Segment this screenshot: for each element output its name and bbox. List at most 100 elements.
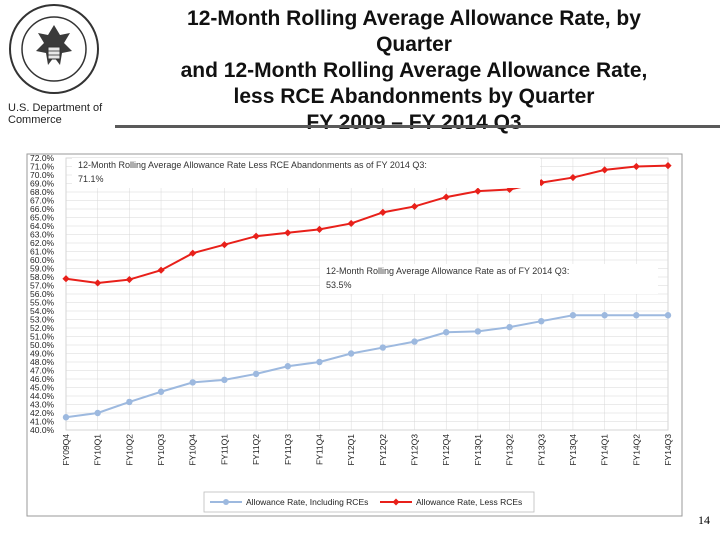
title-line-2: Quarter <box>376 33 452 56</box>
point-including <box>443 329 450 336</box>
gridlines <box>65 157 669 431</box>
y-tick-label: 68.0% <box>30 187 55 197</box>
point-including <box>252 370 260 378</box>
y-tick-label: 62.0% <box>30 238 55 248</box>
point-less <box>157 266 165 274</box>
annotation-including-rce-box <box>320 264 658 294</box>
x-tick-label: FY12Q1 <box>346 434 356 466</box>
annotation-including-rce-line2: 53.5% <box>326 280 352 290</box>
y-tick-label: 43.0% <box>30 400 55 410</box>
point-less <box>62 275 70 283</box>
y-tick-label: 67.0% <box>30 196 55 206</box>
y-tick-label: 70.0% <box>30 170 55 180</box>
x-tick-label: FY12Q2 <box>378 434 388 466</box>
point-less <box>601 166 609 174</box>
point-less <box>315 225 324 233</box>
allowance-rate-chart: 72.0%71.0%70.0%69.0%68.0%67.0%66.0%65.0%… <box>26 153 683 517</box>
point-less <box>379 208 387 216</box>
y-tick-label: 60.0% <box>30 255 55 265</box>
x-tick-label: FY10Q1 <box>93 434 103 466</box>
uspto-seal-logo <box>9 4 99 94</box>
y-tick-label: 53.0% <box>30 315 55 325</box>
y-tick-label: 51.0% <box>30 332 55 342</box>
page-title: 12-Month Rolling Average Allowance Rate,… <box>118 6 710 136</box>
x-tick-label: FY10Q3 <box>156 434 166 466</box>
y-tick-label: 45.0% <box>30 383 55 393</box>
legend-label-including: Allowance Rate, Including RCEs <box>246 497 368 507</box>
annotation-including-rce: 12-Month Rolling Average Allowance Rate … <box>320 264 658 294</box>
point-including <box>569 312 577 319</box>
y-tick-label: 58.0% <box>30 272 55 282</box>
point-less <box>347 219 355 228</box>
x-tick-label: FY11Q2 <box>251 434 261 465</box>
y-tick-label: 72.0% <box>30 153 55 163</box>
y-tick-label: 42.0% <box>30 408 55 418</box>
x-tick-label: FY13Q4 <box>568 434 578 466</box>
point-including <box>347 350 355 357</box>
y-tick-label: 56.0% <box>30 289 55 299</box>
point-less <box>284 229 292 237</box>
point-less <box>632 162 640 171</box>
annotation-less-rce-line2: 71.1% <box>78 174 104 184</box>
point-less <box>410 202 419 211</box>
y-tick-label: 59.0% <box>30 264 55 274</box>
x-axis-ticks: FY09Q4 FY10Q1 FY10Q2 FY10Q3 FY10Q4 FY11Q1 FY11… <box>61 434 673 466</box>
y-tick-label: 69.0% <box>30 179 55 189</box>
point-less <box>505 185 514 194</box>
point-including <box>506 323 513 331</box>
department-label: U.S. Department of Commerce <box>8 102 103 126</box>
point-including <box>474 328 482 335</box>
y-tick-label: 71.0% <box>30 162 55 172</box>
y-tick-label: 57.0% <box>30 281 55 291</box>
y-tick-label: 63.0% <box>30 230 55 240</box>
x-tick-label: FY13Q2 <box>505 434 515 466</box>
y-tick-label: 54.0% <box>30 306 55 316</box>
point-including <box>189 379 196 386</box>
point-less <box>474 187 482 195</box>
annotation-less-rce-line1: 12-Month Rolling Average Allowance Rate … <box>78 160 427 170</box>
x-tick-label: FY13Q3 <box>536 434 546 466</box>
x-tick-label: FY14Q1 <box>600 434 610 466</box>
point-including <box>538 318 545 325</box>
point-including <box>157 388 165 395</box>
point-including <box>126 398 133 406</box>
y-tick-label: 65.0% <box>30 213 55 223</box>
legend-marker-less <box>392 498 400 506</box>
point-less <box>537 179 545 187</box>
y-tick-label: 40.0% <box>30 425 55 435</box>
x-tick-label: FY14Q2 <box>631 434 641 466</box>
point-including <box>601 312 608 319</box>
point-less <box>220 241 229 249</box>
title-line-3: and 12-Month Rolling Average Allowance R… <box>180 59 648 82</box>
y-tick-label: 48.0% <box>30 357 55 367</box>
point-including <box>379 344 387 351</box>
y-axis-ticks: 72.0%71.0%70.0%69.0%68.0%67.0%66.0%65.0%… <box>30 153 55 435</box>
x-tick-label: FY10Q4 <box>188 434 198 466</box>
point-less <box>569 173 577 182</box>
y-tick-label: 41.0% <box>30 417 55 427</box>
point-less <box>664 162 672 170</box>
x-tick-label: FY12Q3 <box>410 434 420 466</box>
x-tick-label: FY11Q3 <box>283 434 293 465</box>
point-including <box>221 376 228 384</box>
y-tick-label: 44.0% <box>30 391 55 401</box>
x-tick-label: FY13Q1 <box>473 434 483 466</box>
annotation-including-rce-line1: 12-Month Rolling Average Allowance Rate … <box>326 266 569 276</box>
point-including <box>62 414 70 421</box>
y-tick-label: 61.0% <box>30 247 55 257</box>
legend: Allowance Rate, Including RCEs Allowance… <box>203 491 535 513</box>
legend-box <box>203 491 535 513</box>
point-including <box>633 312 640 319</box>
title-line-4: less RCE Abandonments by Quarter <box>233 85 595 108</box>
y-tick-label: 46.0% <box>30 374 55 384</box>
y-tick-label: 50.0% <box>30 340 55 350</box>
title-line-1: 12-Month Rolling Average Allowance Rate,… <box>187 7 641 30</box>
annotation-less-rce: 12-Month Rolling Average Allowance Rate … <box>72 158 540 188</box>
series-line-including <box>65 314 668 419</box>
page-number: 14 <box>698 513 710 527</box>
annotation-less-rce-box <box>72 158 540 188</box>
y-tick-label: 47.0% <box>30 366 55 376</box>
series-layer <box>62 162 672 421</box>
point-including <box>94 409 101 417</box>
legend-label-less: Allowance Rate, Less RCEs <box>416 497 522 507</box>
